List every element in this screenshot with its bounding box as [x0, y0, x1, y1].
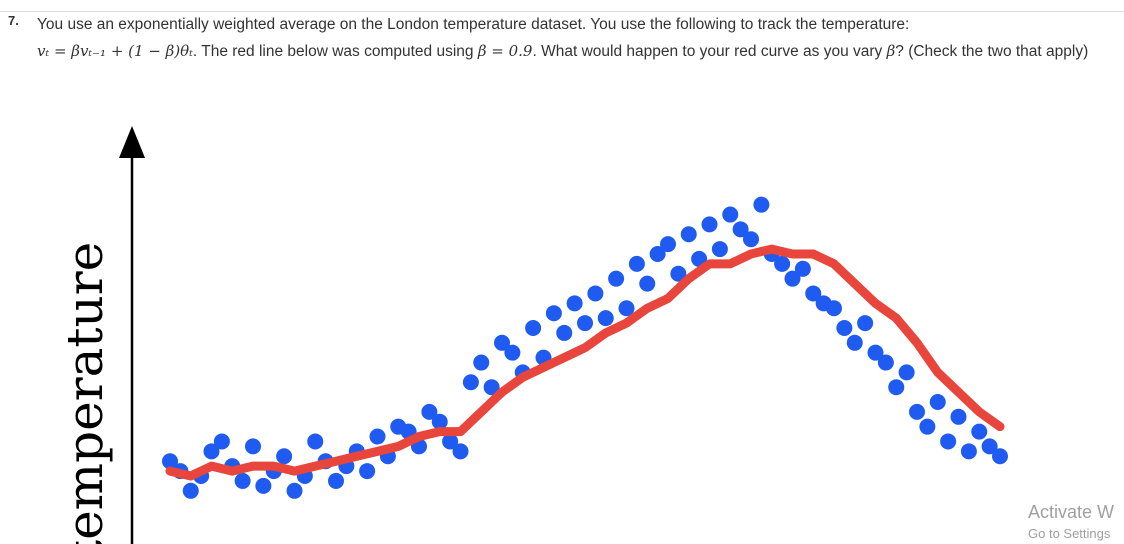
data-point: [462, 374, 479, 391]
data-point: [670, 265, 687, 282]
data-point: [608, 270, 625, 287]
data-point: [774, 255, 791, 272]
data-point: [525, 320, 542, 336]
data-point: [556, 324, 573, 341]
data-point: [234, 472, 251, 489]
beta-value: β = 0.9: [477, 42, 533, 60]
data-point: [971, 423, 988, 440]
data-point: [639, 275, 656, 292]
ewa-red-line: [165, 244, 1005, 481]
data-point: [421, 403, 438, 420]
data-point: [826, 300, 842, 317]
data-point: [286, 482, 303, 499]
data-point: [898, 364, 915, 381]
beta-symbol: β: [886, 42, 896, 60]
data-point: [649, 246, 666, 262]
data-point: [431, 413, 448, 430]
data-point: [442, 433, 459, 450]
data-point: [483, 379, 500, 396]
data-point: [587, 285, 604, 302]
data-point: [846, 334, 863, 351]
y-axis-arrowhead: [119, 126, 145, 158]
activate-windows-watermark: Activate W: [1028, 502, 1115, 522]
temperature-chart: temperature: [56, 126, 1008, 544]
data-point: [473, 354, 490, 371]
data-point: [722, 206, 739, 223]
data-point: [743, 231, 759, 248]
question-text-part2: . The red line below was computed using: [192, 43, 474, 60]
data-point: [857, 315, 874, 332]
data-point: [494, 334, 510, 351]
data-point: [981, 438, 998, 455]
data-point: [245, 438, 261, 455]
data-point: [182, 482, 199, 499]
question-text-part4: ? (Check the two that apply): [895, 43, 1089, 60]
data-point: [794, 260, 811, 277]
data-point: [940, 433, 957, 450]
question-number: 7.: [8, 13, 19, 28]
data-point: [732, 221, 749, 238]
data-point: [162, 453, 178, 470]
data-point: [919, 418, 936, 435]
data-point: [255, 477, 272, 494]
data-point: [680, 226, 697, 243]
data-point: [213, 433, 230, 450]
data-point: [753, 196, 770, 213]
data-point: [805, 285, 822, 302]
data-point: [597, 310, 614, 327]
go-to-settings-link[interactable]: Go to Settings: [1028, 526, 1111, 541]
data-point: [203, 443, 220, 460]
question-text-part1: You use an exponentially weighted averag…: [37, 16, 910, 33]
data-point: [960, 443, 977, 460]
y-axis-label: temperature: [56, 242, 114, 544]
data-point: [369, 428, 386, 445]
data-point: [618, 300, 635, 317]
data-point: [504, 344, 521, 361]
question-text: You use an exponentially weighted averag…: [37, 12, 1122, 65]
top-divider: [0, 11, 1124, 12]
data-point: [711, 241, 728, 258]
data-point: [867, 344, 884, 361]
data-point: [577, 315, 593, 332]
data-point: [784, 270, 801, 287]
data-point: [276, 448, 293, 465]
data-point: [545, 305, 562, 322]
data-point: [888, 379, 905, 396]
data-point: [909, 403, 925, 420]
data-point: [877, 354, 894, 371]
data-point: [628, 255, 645, 272]
formula: vₜ = βvₜ₋₁ + (1 − β)θₜ: [37, 42, 193, 60]
data-point: [359, 463, 376, 480]
data-point: [992, 448, 1008, 465]
data-point: [452, 443, 469, 460]
data-point: [566, 295, 583, 312]
data-point: [307, 433, 324, 450]
data-point: [660, 236, 676, 253]
question-text-part3: . What would happen to your red curve as…: [532, 43, 883, 60]
data-point: [328, 472, 344, 489]
data-point: [701, 216, 718, 233]
data-point: [929, 394, 946, 410]
ewa-line-layer: [165, 244, 1005, 481]
data-point: [950, 408, 967, 425]
data-point: [836, 320, 853, 336]
